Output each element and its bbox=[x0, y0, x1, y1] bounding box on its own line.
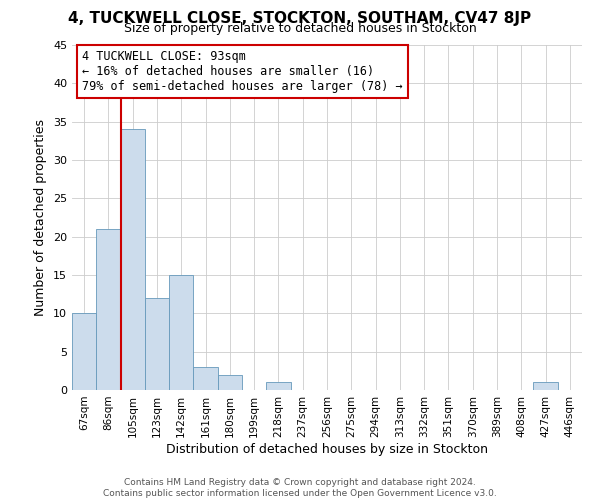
Bar bbox=[72, 314, 96, 390]
Bar bbox=[169, 275, 193, 390]
Text: Size of property relative to detached houses in Stockton: Size of property relative to detached ho… bbox=[124, 22, 476, 35]
Y-axis label: Number of detached properties: Number of detached properties bbox=[34, 119, 47, 316]
Bar bbox=[145, 298, 169, 390]
Bar bbox=[96, 229, 121, 390]
Text: Contains HM Land Registry data © Crown copyright and database right 2024.
Contai: Contains HM Land Registry data © Crown c… bbox=[103, 478, 497, 498]
Bar bbox=[193, 367, 218, 390]
Bar bbox=[533, 382, 558, 390]
Text: 4, TUCKWELL CLOSE, STOCKTON, SOUTHAM, CV47 8JP: 4, TUCKWELL CLOSE, STOCKTON, SOUTHAM, CV… bbox=[68, 11, 532, 26]
Bar bbox=[218, 374, 242, 390]
Bar bbox=[266, 382, 290, 390]
Text: 4 TUCKWELL CLOSE: 93sqm
← 16% of detached houses are smaller (16)
79% of semi-de: 4 TUCKWELL CLOSE: 93sqm ← 16% of detache… bbox=[82, 50, 403, 93]
X-axis label: Distribution of detached houses by size in Stockton: Distribution of detached houses by size … bbox=[166, 442, 488, 456]
Bar bbox=[121, 130, 145, 390]
